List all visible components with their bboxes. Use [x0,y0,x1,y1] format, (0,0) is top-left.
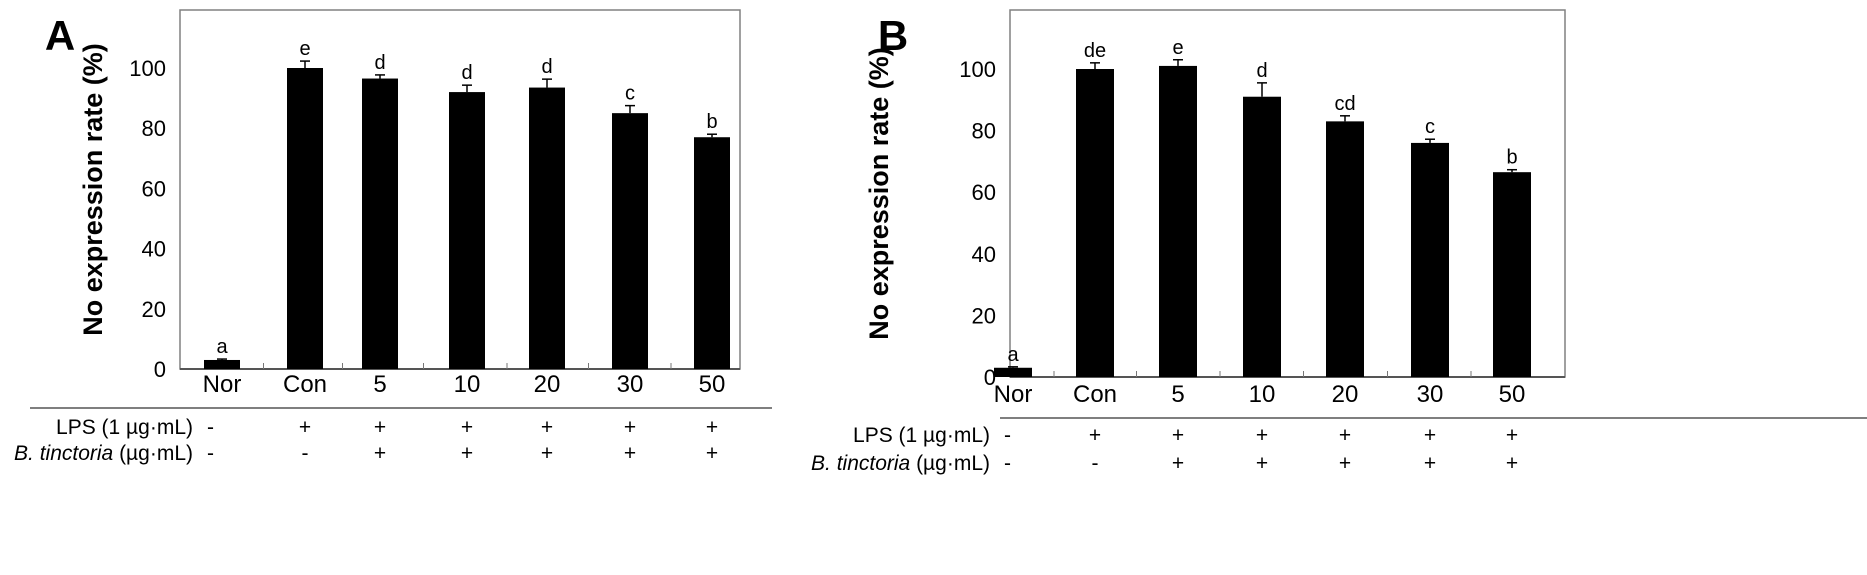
x-tick-label: 20 [1332,381,1359,408]
row-label-text: LPS (1 µg·mL) [853,424,990,447]
species-name: B. tinctoria [14,442,113,465]
treatment-mark: - [1092,452,1099,475]
x-tick-label: 50 [1499,381,1526,408]
significance-letter: c [1425,116,1435,138]
row-label-text: (µg·mL) [113,442,193,465]
bar-50 [1493,172,1531,377]
bar-10 [449,92,485,369]
row-label-text: LPS (1 µg·mL) [56,416,193,439]
treatment-mark: - [302,442,309,465]
x-tick-label: 5 [1171,381,1184,408]
treatment-row-label: LPS (1 µg·mL) [853,424,990,447]
treatment-mark: + [1506,424,1518,447]
chart-panel-a: A 0 20 40 60 80 100 No expression rate (%) a Nor e… [14,9,772,465]
treatment-row-label: LPS (1 µg·mL) [56,416,193,439]
treatment-mark: - [207,442,214,465]
bar-10 [1243,96,1281,377]
treatment-mark: + [1424,452,1436,475]
significance-letter: a [1007,344,1019,366]
x-tick-label: Nor [203,371,242,398]
treatment-mark: + [1424,424,1436,447]
treatment-mark: + [541,442,553,465]
significance-letter: e [1172,37,1183,59]
bar-20 [1326,121,1364,377]
significance-letter: d [1256,60,1267,82]
treatment-mark: + [1256,452,1268,475]
y-tick-label: 20 [972,303,996,328]
y-tick-label: 60 [972,180,996,205]
bar-5 [362,78,398,369]
bar-5 [1159,65,1197,378]
treatment-mark: + [541,416,553,439]
x-tick-label: Con [1073,381,1117,408]
x-tick-label: 30 [1417,381,1444,408]
significance-letter: c [625,83,635,105]
significance-letter: cd [1334,93,1355,115]
y-tick-label: 100 [959,57,996,82]
significance-letter: d [374,52,385,74]
treatment-mark: + [1256,424,1268,447]
bar-nor [994,367,1032,377]
bar-30 [612,113,648,370]
treatment-mark: + [624,416,636,439]
bar-30 [1411,142,1449,377]
species-name: B. tinctoria [811,452,910,475]
x-tick-label: 10 [454,371,481,398]
treatment-mark: + [706,416,718,439]
y-tick-label: 60 [142,176,166,201]
treatment-mark: - [207,416,214,439]
bar-con [287,68,323,369]
treatment-mark: + [1172,424,1184,447]
significance-letter: e [299,38,310,60]
bar-nor [204,359,240,369]
x-tick-label: 20 [534,371,561,398]
y-tick-label: 100 [129,56,166,81]
y-axis-label: No expression rate (%) [864,47,894,340]
x-tick-label: 50 [699,371,726,398]
treatment-row-label: B. tinctoria (µg·mL) [14,442,193,465]
treatment-mark: - [1004,452,1011,475]
treatment-mark: + [374,442,386,465]
treatment-mark: + [1339,452,1351,475]
y-tick-label: 0 [984,365,996,390]
y-tick-label: 80 [142,116,166,141]
treatment-mark: + [624,442,636,465]
x-tick-label: Con [283,371,327,398]
treatment-mark: + [1089,424,1101,447]
treatment-mark: + [1172,452,1184,475]
y-tick-label: 0 [154,357,166,382]
bar-con [1076,69,1114,377]
panel-label: A [45,12,75,59]
bar-20 [529,87,565,369]
treatment-mark: + [706,442,718,465]
significance-letter: b [706,111,717,133]
panel-label: B [878,12,908,59]
significance-letter: a [216,336,228,358]
chart-panel-b: B 0 20 40 60 80 100 No expression rate (%) a Nor d… [811,9,1867,475]
treatment-mark: + [1339,424,1351,447]
treatment-mark: - [1004,424,1011,447]
bar-50 [694,137,730,369]
y-tick-label: 80 [972,119,996,144]
x-tick-label: 10 [1249,381,1276,408]
x-tick-label: Nor [994,381,1033,408]
treatment-mark: + [374,416,386,439]
significance-letter: b [1506,147,1517,169]
y-tick-label: 40 [142,237,166,262]
x-tick-label: 30 [617,371,644,398]
treatment-mark: + [461,442,473,465]
y-axis-label: No expression rate (%) [78,43,108,336]
treatment-mark: + [461,416,473,439]
significance-letter: de [1084,40,1106,62]
treatment-row-label: B. tinctoria (µg·mL) [811,452,990,475]
significance-letter: d [541,56,552,78]
y-tick-label: 40 [972,242,996,267]
treatment-mark: + [299,416,311,439]
treatment-mark: + [1506,452,1518,475]
row-label-text: (µg·mL) [910,452,990,475]
y-tick-label: 20 [142,297,166,322]
x-tick-label: 5 [373,371,386,398]
significance-letter: d [461,62,472,84]
